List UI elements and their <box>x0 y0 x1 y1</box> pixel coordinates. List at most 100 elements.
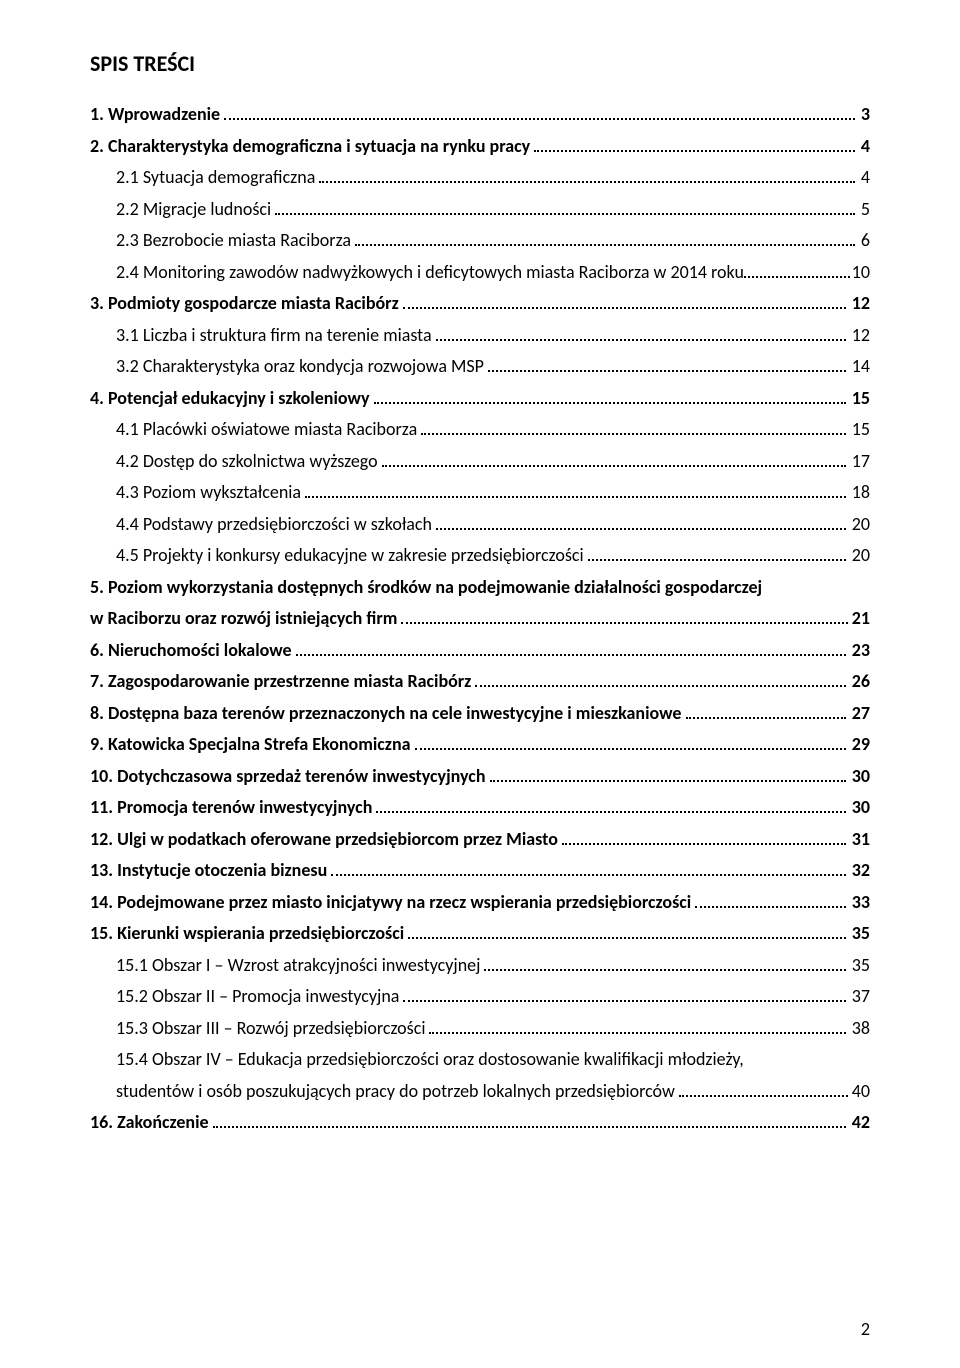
toc-entry-label: 4.3 Poziom wykształcenia <box>116 477 301 509</box>
toc-entry-label: 2.4 Monitoring zawodów nadwyżkowych i de… <box>116 257 744 289</box>
toc-leader-dots <box>415 736 846 750</box>
toc-leader-dots <box>305 484 846 498</box>
toc-leader-dots <box>296 641 846 655</box>
toc-entry: 4.4 Podstawy przedsiębiorczości w szkoła… <box>90 509 870 541</box>
toc-entry-page: 37 <box>850 981 870 1013</box>
toc-entry-page: 33 <box>850 887 870 919</box>
toc-entry: 4. Potencjał edukacyjny i szkoleniowy 15 <box>90 383 870 415</box>
toc-entry-page: 30 <box>850 761 870 793</box>
toc-entry: 14. Podejmowane przez miasto inicjatywy … <box>90 887 870 919</box>
document-page: SPIS TREŚCI 1. Wprowadzenie32. Charakter… <box>0 0 960 1368</box>
toc-entry-label: 2.3 Bezrobocie miasta Raciborza <box>116 225 351 257</box>
toc-leader-dots <box>534 137 855 151</box>
toc-entry: 15.3 Obszar III – Rozwój przedsiębiorczo… <box>90 1013 870 1045</box>
toc-entry-page: 20 <box>850 509 870 541</box>
toc-leader-dots <box>588 547 846 561</box>
toc-entry-label: 4.4 Podstawy przedsiębiorczości w szkoła… <box>116 509 432 541</box>
toc-leader-dots <box>213 1114 846 1128</box>
toc-entry-page: 42 <box>850 1107 870 1139</box>
toc-entry: 2.3 Bezrobocie miasta Raciborza 6 <box>90 225 870 257</box>
toc-entry-label: 15.1 Obszar I – Wzrost atrakcyjności inw… <box>116 950 480 982</box>
toc-leader-dots <box>436 326 846 340</box>
toc-entry: 8. Dostępna baza terenów przeznaczonych … <box>90 698 870 730</box>
toc-leader-dots <box>744 263 850 277</box>
toc-leader-dots <box>403 988 845 1002</box>
toc-entry-label: 13. Instytucje otoczenia biznesu <box>90 855 327 887</box>
toc-entry-page: 12 <box>850 320 870 352</box>
toc-leader-dots <box>331 862 846 876</box>
toc-entry-label: 4.5 Projekty i konkursy edukacyjne w zak… <box>116 540 584 572</box>
toc-entry: 15.2 Obszar II – Promocja inwestycyjna 37 <box>90 981 870 1013</box>
page-number: 2 <box>861 1318 870 1340</box>
toc-entry-label: 2.2 Migracje ludności <box>116 194 271 226</box>
toc-entry-page: 32 <box>850 855 870 887</box>
toc-leader-dots <box>475 673 845 687</box>
toc-entry-label: 15.2 Obszar II – Promocja inwestycyjna <box>116 981 399 1013</box>
toc-leader-dots <box>408 925 846 939</box>
toc-leader-dots <box>275 200 855 214</box>
toc-entry-label: studentów i osób poszukujących pracy do … <box>116 1076 675 1108</box>
toc-entry-label: w Raciborzu oraz rozwój istniejących fir… <box>90 603 397 635</box>
toc-entry: 2.2 Migracje ludności 5 <box>90 194 870 226</box>
toc-entry: 10. Dotychczasowa sprzedaż terenów inwes… <box>90 761 870 793</box>
toc-leader-dots <box>562 830 846 844</box>
toc-entry: 11. Promocja terenów inwestycyjnych30 <box>90 792 870 824</box>
toc-leader-dots <box>686 704 846 718</box>
toc-entry-label: 9. Katowicka Specjalna Strefa Ekonomiczn… <box>90 729 411 761</box>
toc-leader-dots <box>401 610 847 624</box>
toc-leader-dots <box>376 799 845 813</box>
toc-entry-page: 12 <box>850 288 870 320</box>
toc-entry-label: 16. Zakończenie <box>90 1107 209 1139</box>
toc-entry-label: 3.2 Charakterystyka oraz kondycja rozwoj… <box>116 351 484 383</box>
toc-entry-page: 20 <box>850 540 870 572</box>
toc-entry-page: 21 <box>852 603 870 635</box>
toc-entry-label: 6. Nieruchomości lokalowe <box>90 635 292 667</box>
toc-entry-label: 5. Poziom wykorzystania dostępnych środk… <box>90 572 870 604</box>
toc-entry-label: 4. Potencjał edukacyjny i szkoleniowy <box>90 383 370 415</box>
toc-leader-dots <box>695 893 846 907</box>
toc-entry: 3. Podmioty gospodarcze miasta Racibórz1… <box>90 288 870 320</box>
toc-entry-page: 29 <box>850 729 870 761</box>
toc-entry-page: 35 <box>850 918 870 950</box>
toc-entry-label: 4.2 Dostęp do szkolnictwa wyższego <box>116 446 378 478</box>
toc-entry-label: 2.1 Sytuacja demograficzna <box>116 162 315 194</box>
toc-entry: 5. Poziom wykorzystania dostępnych środk… <box>90 572 870 635</box>
toc-entry-page: 14 <box>850 351 870 383</box>
toc-leader-dots <box>484 956 845 970</box>
toc-entry-page: 38 <box>850 1013 870 1045</box>
toc-entry-label: 7. Zagospodarowanie przestrzenne miasta … <box>90 666 471 698</box>
toc-entry-page: 5 <box>859 194 870 226</box>
toc-leader-dots <box>355 232 855 246</box>
toc-entry-page: 23 <box>850 635 870 667</box>
toc-entry: 2. Charakterystyka demograficzna i sytua… <box>90 131 870 163</box>
toc-entry: 1. Wprowadzenie3 <box>90 99 870 131</box>
toc-entry: 13. Instytucje otoczenia biznesu 32 <box>90 855 870 887</box>
toc-entry: 4.5 Projekty i konkursy edukacyjne w zak… <box>90 540 870 572</box>
toc-entry-label: 10. Dotychczasowa sprzedaż terenów inwes… <box>90 761 486 793</box>
toc-entry-label: 15.4 Obszar IV – Edukacja przedsiębiorcz… <box>116 1044 870 1076</box>
toc-entry-label: 15. Kierunki wspierania przedsiębiorczoś… <box>90 918 404 950</box>
toc-entry: 4.3 Poziom wykształcenia18 <box>90 477 870 509</box>
toc-entry-label: 2. Charakterystyka demograficzna i sytua… <box>90 131 530 163</box>
toc-entry: 2.1 Sytuacja demograficzna4 <box>90 162 870 194</box>
toc-entry-page: 6 <box>859 225 870 257</box>
toc-entry-page: 3 <box>859 99 870 131</box>
toc-entry-page: 30 <box>850 792 870 824</box>
toc-entry: 2.4 Monitoring zawodów nadwyżkowych i de… <box>90 257 870 289</box>
toc-leader-dots <box>403 295 846 309</box>
toc-entry-label: 8. Dostępna baza terenów przeznaczonych … <box>90 698 682 730</box>
toc-body: 1. Wprowadzenie32. Charakterystyka demog… <box>90 99 870 1139</box>
toc-entry-page: 15 <box>850 383 870 415</box>
toc-entry: 3.2 Charakterystyka oraz kondycja rozwoj… <box>90 351 870 383</box>
toc-entry: 12. Ulgi w podatkach oferowane przedsięb… <box>90 824 870 856</box>
toc-entry: 16. Zakończenie 42 <box>90 1107 870 1139</box>
toc-leader-dots <box>490 767 846 781</box>
toc-entry-page: 27 <box>850 698 870 730</box>
toc-leader-dots <box>488 358 846 372</box>
toc-entry-page: 31 <box>850 824 870 856</box>
toc-leader-dots <box>421 421 846 435</box>
toc-leader-dots <box>679 1082 848 1096</box>
toc-leader-dots <box>319 169 855 183</box>
toc-leader-dots <box>374 389 846 403</box>
toc-entry: 4.2 Dostęp do szkolnictwa wyższego17 <box>90 446 870 478</box>
